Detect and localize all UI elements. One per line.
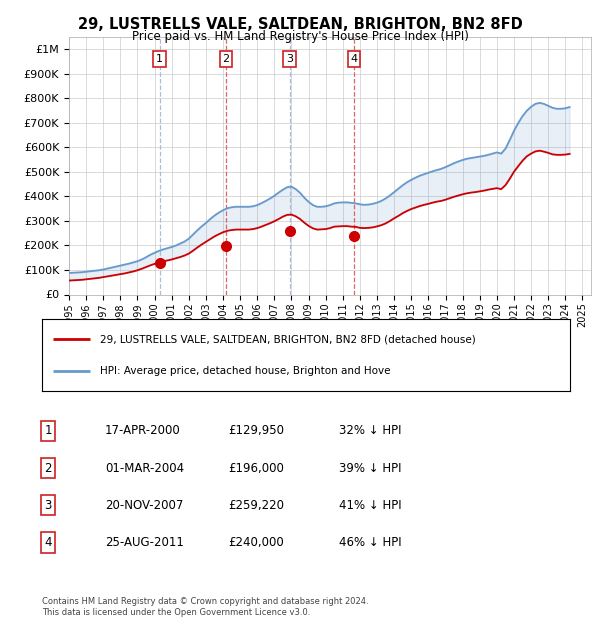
Text: 25-AUG-2011: 25-AUG-2011 [105,536,184,549]
Text: £259,220: £259,220 [228,499,284,511]
Text: HPI: Average price, detached house, Brighton and Hove: HPI: Average price, detached house, Brig… [100,366,391,376]
Text: 29, LUSTRELLS VALE, SALTDEAN, BRIGHTON, BN2 8FD: 29, LUSTRELLS VALE, SALTDEAN, BRIGHTON, … [77,17,523,32]
Text: 4: 4 [350,55,358,64]
Text: £196,000: £196,000 [228,462,284,474]
Text: 1: 1 [156,55,163,64]
Text: 20-NOV-2007: 20-NOV-2007 [105,499,184,511]
Text: 01-MAR-2004: 01-MAR-2004 [105,462,184,474]
Text: 3: 3 [44,499,52,511]
Text: £240,000: £240,000 [228,536,284,549]
Text: 17-APR-2000: 17-APR-2000 [105,425,181,437]
Text: 39% ↓ HPI: 39% ↓ HPI [339,462,401,474]
Text: 3: 3 [286,55,293,64]
Text: 2: 2 [44,462,52,474]
Text: 46% ↓ HPI: 46% ↓ HPI [339,536,401,549]
Text: Contains HM Land Registry data © Crown copyright and database right 2024.
This d: Contains HM Land Registry data © Crown c… [42,598,368,617]
Text: £129,950: £129,950 [228,425,284,437]
Text: 32% ↓ HPI: 32% ↓ HPI [339,425,401,437]
Text: Price paid vs. HM Land Registry's House Price Index (HPI): Price paid vs. HM Land Registry's House … [131,30,469,43]
Text: 4: 4 [44,536,52,549]
Text: 41% ↓ HPI: 41% ↓ HPI [339,499,401,511]
Text: 2: 2 [223,55,230,64]
Text: 1: 1 [44,425,52,437]
Text: 29, LUSTRELLS VALE, SALTDEAN, BRIGHTON, BN2 8FD (detached house): 29, LUSTRELLS VALE, SALTDEAN, BRIGHTON, … [100,334,476,344]
